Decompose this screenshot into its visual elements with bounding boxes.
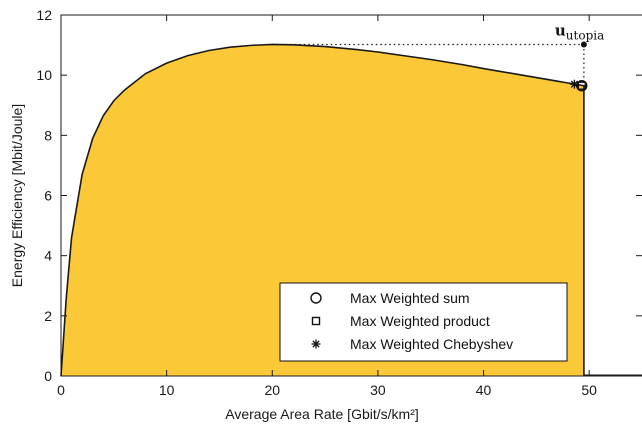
legend-symbol-asterisk [311, 339, 321, 349]
operating-point-markers [569, 79, 588, 92]
y-tick-label: 4 [44, 248, 52, 264]
utopia-label-subscript: utopia [566, 28, 604, 42]
x-tick-label: 50 [581, 382, 597, 398]
x-tick-label: 20 [264, 382, 280, 398]
axis-ticks: 0 10 20 30 40 50 0 2 4 6 8 10 12 [36, 7, 642, 398]
marker-asterisk [569, 79, 579, 89]
x-tick-label: 30 [370, 382, 386, 398]
legend-label: Max Weighted Chebyshev [350, 336, 513, 352]
y-tick-label: 2 [44, 308, 52, 324]
marker-square [577, 81, 586, 90]
x-tick-label: 0 [57, 382, 65, 398]
x-axis-label: Average Area Rate [Gbit/s/km²] [225, 406, 419, 422]
legend-symbol-square [311, 316, 321, 326]
legend: Max Weighted sum Max Weighted product Max … [279, 282, 568, 362]
utopia-label-main: u [555, 21, 566, 39]
legend-box [279, 282, 568, 362]
y-tick-label: 10 [36, 67, 52, 83]
legend-label: Max Weighted product [350, 313, 490, 329]
legend-items: Max Weighted sum Max Weighted product Max … [310, 290, 513, 352]
legend-symbol-circle [310, 292, 322, 304]
x-tick-label: 10 [159, 382, 175, 398]
utopia-label: uutopia [555, 21, 604, 42]
x-tick-label: 40 [476, 382, 492, 398]
y-tick-label: 0 [44, 368, 52, 384]
pareto-boundary-curve [60, 43, 585, 377]
utopia-point [580, 41, 587, 48]
y-tick-label: 6 [44, 188, 52, 204]
y-axis-label: Energy Efficiency [Mbit/Joule] [9, 104, 25, 287]
y-tick-label: 12 [36, 7, 52, 23]
legend-label: Max Weighted sum [350, 290, 470, 306]
y-tick-label: 8 [44, 127, 52, 143]
